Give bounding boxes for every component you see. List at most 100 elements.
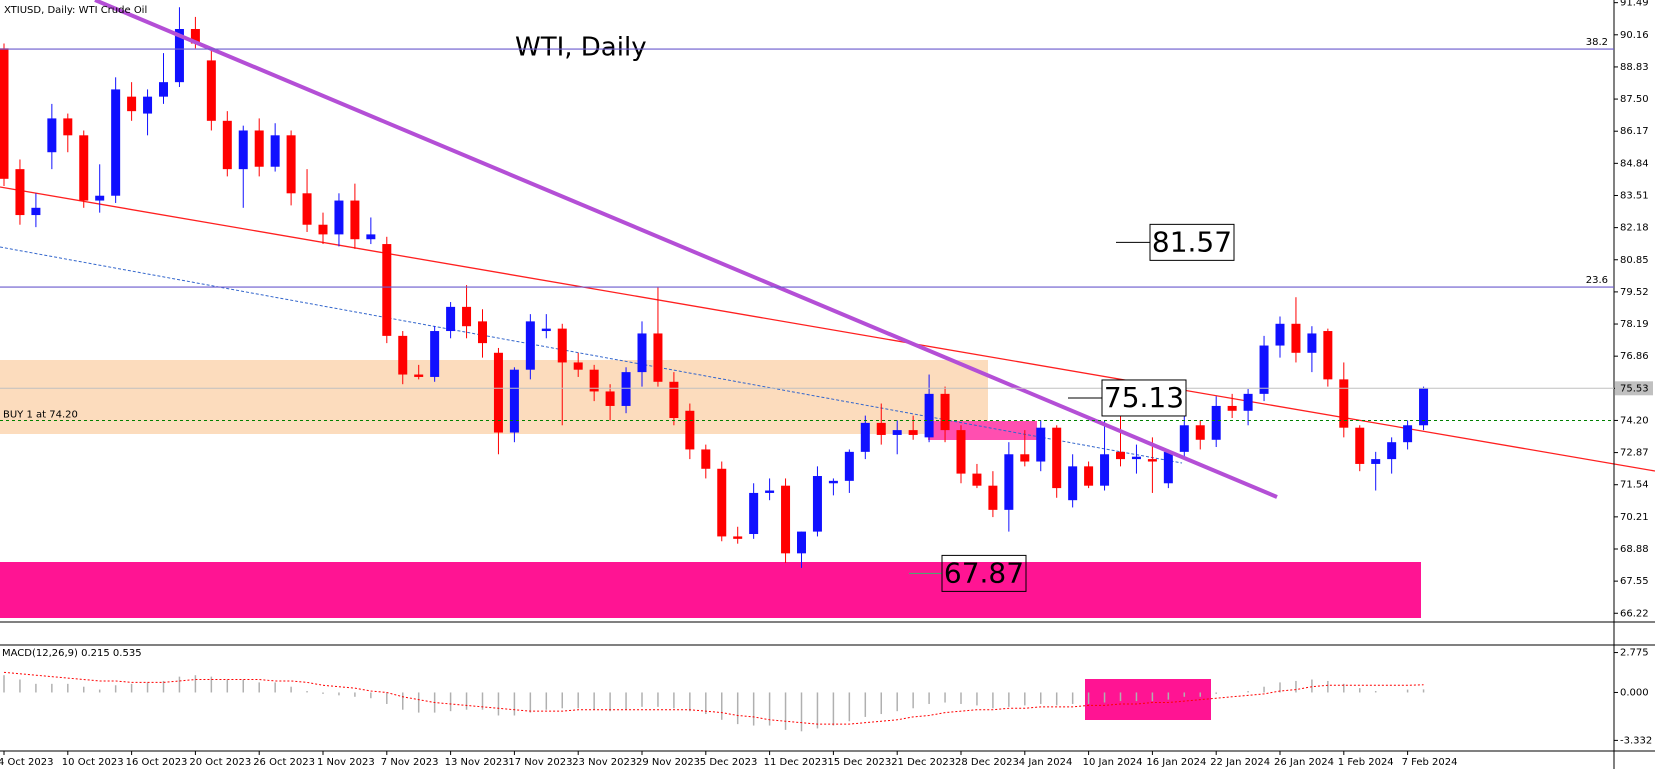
- x-tick-label: 28 Dec 2023: [955, 757, 1019, 768]
- candle-body: [1179, 425, 1189, 452]
- candle-body: [557, 328, 567, 363]
- candle-body: [478, 321, 487, 344]
- trade-label: BUY 1 at 74.20: [3, 409, 78, 420]
- candle-body: [318, 224, 328, 235]
- trend-line-dotted: [0, 246, 1183, 464]
- x-tick-label: 11 Dec 2023: [764, 757, 828, 768]
- candle-body: [1195, 425, 1205, 440]
- candle-body: [669, 381, 679, 419]
- y-tick-label: 78.19: [1620, 319, 1649, 330]
- chart-title: WTI, Daily: [515, 33, 647, 63]
- x-tick-label: 23 Nov 2023: [572, 757, 636, 768]
- mini-zone: [928, 421, 1037, 440]
- candle-body: [15, 169, 25, 216]
- candle-body: [956, 430, 966, 474]
- candle-body: [462, 306, 472, 327]
- x-tick-label: 16 Oct 2023: [126, 757, 188, 768]
- candle-body: [1211, 405, 1221, 440]
- x-tick-label: 4 Oct 2023: [0, 757, 53, 768]
- macd-y-tick-label: 0.000: [1620, 687, 1649, 698]
- x-tick-label: 17 Nov 2023: [508, 757, 572, 768]
- candle-body: [1323, 331, 1333, 380]
- candle-body: [1004, 454, 1014, 510]
- level-box: [1149, 223, 1235, 261]
- candle-body: [653, 333, 663, 382]
- candle-body: [430, 331, 440, 377]
- level-label: 75.13: [1104, 381, 1184, 414]
- x-tick-label: 16 Jan 2024: [1146, 757, 1206, 768]
- level-box: [1101, 379, 1187, 417]
- candle-body: [382, 244, 392, 336]
- candle-body: [1052, 427, 1062, 489]
- candle-body: [286, 135, 296, 194]
- candle-body: [1163, 451, 1173, 484]
- candle-body: [159, 82, 168, 97]
- fib-label: 23.6: [1586, 275, 1608, 286]
- candle-body: [844, 451, 854, 481]
- level-label: 81.57: [1152, 225, 1232, 258]
- macd-y-tick-label: -3.332: [1620, 735, 1652, 746]
- trend-line-purple: [94, 0, 1278, 499]
- y-tick-label: 74.20: [1620, 415, 1649, 426]
- level-label: 67.87: [944, 556, 1024, 589]
- candle-body: [1275, 323, 1285, 346]
- candle-body: [1068, 466, 1078, 501]
- x-tick-label: 5 Dec 2023: [700, 757, 758, 768]
- candle-body: [892, 430, 902, 435]
- y-tick-label: 76.86: [1620, 351, 1649, 362]
- x-tick-label: 20 Oct 2023: [189, 757, 251, 768]
- candle-body: [1259, 345, 1269, 394]
- candle-body: [95, 195, 105, 201]
- candle-body: [908, 430, 918, 435]
- candle-body: [350, 200, 360, 240]
- candle-body: [1020, 454, 1030, 462]
- candle-body: [733, 536, 743, 539]
- x-tick-label: 26 Oct 2023: [253, 757, 315, 768]
- y-tick-label: 87.50: [1620, 94, 1649, 105]
- candle-body: [143, 96, 153, 114]
- y-tick-label: 67.55: [1620, 576, 1649, 587]
- candle-body: [924, 393, 934, 438]
- macd-signal: [3, 671, 1424, 725]
- candle-body: [366, 234, 376, 240]
- x-tick-label: 7 Feb 2024: [1402, 757, 1458, 768]
- y-tick-label: 91.49: [1620, 0, 1649, 9]
- x-tick-label: 10 Jan 2024: [1083, 757, 1143, 768]
- candle-body: [63, 118, 73, 136]
- candle-body: [1419, 388, 1429, 426]
- candle-body: [637, 333, 647, 373]
- price-tag-label: 75.53: [1620, 383, 1649, 394]
- y-tick-label: 79.52: [1620, 287, 1649, 298]
- y-tick-label: 84.84: [1620, 158, 1649, 169]
- x-tick-label: 1 Nov 2023: [317, 757, 375, 768]
- candle-body: [876, 422, 886, 435]
- candle-body: [270, 135, 280, 167]
- y-tick-label: 86.17: [1620, 126, 1649, 137]
- level-box: [941, 554, 1027, 592]
- candle-body: [605, 391, 615, 406]
- candle-body: [190, 28, 200, 44]
- candle-body: [749, 492, 759, 535]
- x-tick-label: 1 Feb 2024: [1338, 757, 1394, 768]
- candle-body: [1243, 393, 1253, 411]
- candle-body: [1291, 323, 1301, 353]
- candle-body: [446, 306, 456, 332]
- candle-body: [1371, 459, 1381, 464]
- y-tick-label: 88.83: [1620, 62, 1649, 73]
- candle-body: [302, 193, 312, 225]
- candle-body: [988, 485, 998, 510]
- candle-body: [765, 490, 775, 493]
- candle-body: [254, 130, 264, 167]
- x-tick-label: 26 Jan 2024: [1274, 757, 1334, 768]
- candle-body: [525, 321, 535, 370]
- candle-body: [1036, 427, 1046, 462]
- candle-body: [334, 200, 344, 235]
- candle-body: [493, 352, 503, 433]
- trend-line-red: [0, 186, 1655, 472]
- y-tick-label: 83.51: [1620, 190, 1649, 201]
- x-tick-label: 15 Dec 2023: [827, 757, 891, 768]
- candle-body: [541, 328, 551, 332]
- candle-body: [797, 531, 806, 554]
- candle-body: [828, 480, 838, 484]
- x-tick-label: 7 Nov 2023: [381, 757, 439, 768]
